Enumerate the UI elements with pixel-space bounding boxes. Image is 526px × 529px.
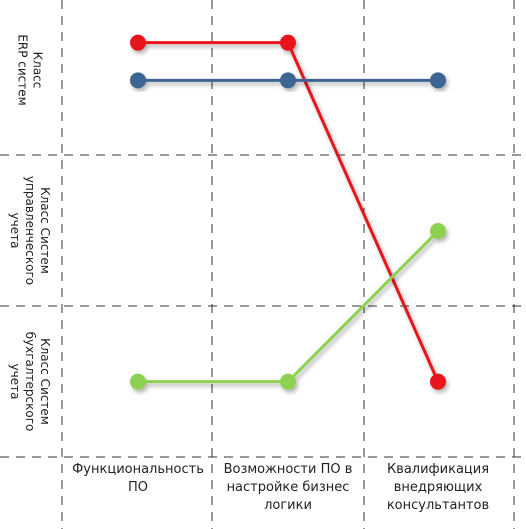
category-label-line: Функциональность <box>72 462 204 477</box>
category-label-line: внедряющих <box>394 480 483 495</box>
series-0 <box>130 34 446 390</box>
series-1 <box>130 72 446 89</box>
data-point <box>130 72 146 89</box>
data-point <box>430 373 446 390</box>
data-point <box>280 34 296 51</box>
row-label-line: управленческого <box>23 176 37 285</box>
category-label-line: Возможности ПО в <box>224 462 353 477</box>
row-label-line: учета <box>8 364 22 400</box>
category-label-2: Квалификация внедряющих консультантов <box>387 462 489 513</box>
category-labels: Функциональность ПО Возможности ПО в настро… <box>72 462 489 513</box>
data-point <box>280 72 296 89</box>
data-point <box>280 373 296 390</box>
category-label-1: Возможности ПО в настройке бизнес логики <box>224 462 353 513</box>
row-label-line: Класс <box>31 52 45 89</box>
category-label-line: консультантов <box>387 498 489 513</box>
row-label-line: бухгалтерского <box>23 332 37 432</box>
data-point <box>130 34 146 51</box>
category-label-line: настройке бизнес <box>227 480 350 495</box>
row-label-line: учета <box>8 213 22 249</box>
category-label-line: ПО <box>128 480 148 495</box>
row-label-line: Класс Систем <box>38 338 52 425</box>
category-label-line: Квалификация <box>387 462 489 477</box>
category-label-0: Функциональность ПО <box>72 462 204 495</box>
category-label-line: логики <box>264 498 312 513</box>
series-2 <box>130 223 446 390</box>
series-layer <box>130 34 446 390</box>
data-point <box>130 373 146 390</box>
row-label-line: ERP систем <box>16 34 30 105</box>
data-point <box>430 223 446 239</box>
series-line-0 <box>136 41 440 384</box>
row-label-line: Класс Систем <box>38 187 52 274</box>
data-point <box>430 72 446 89</box>
